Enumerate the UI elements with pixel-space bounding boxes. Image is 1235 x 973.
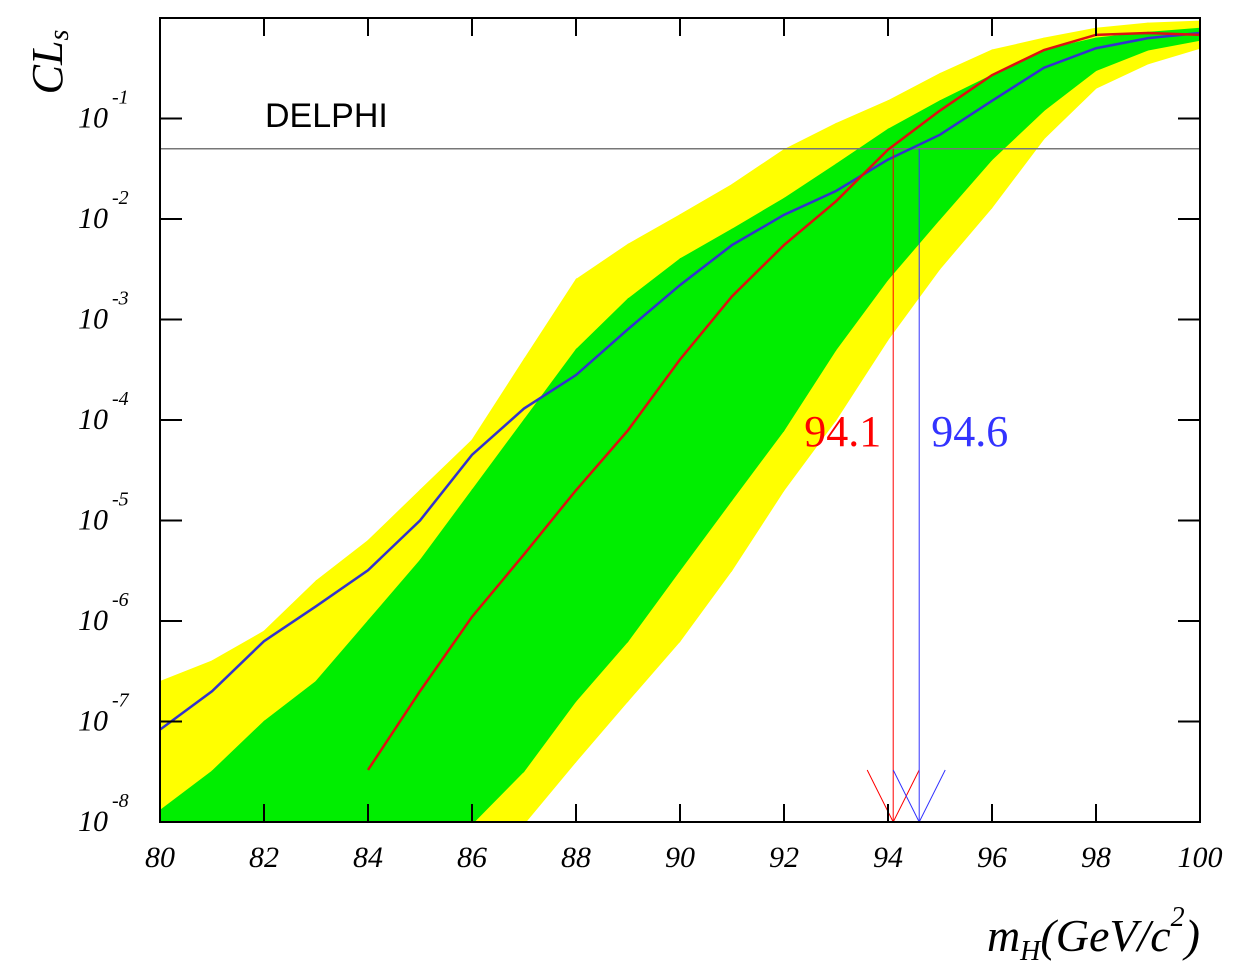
x-tick-label: 90: [665, 841, 695, 874]
y-tick-exponent: -2: [112, 187, 129, 209]
band-segment: [263, 680, 317, 822]
x-axis-label-part: ): [1182, 910, 1200, 961]
y-tick-exponent: -4: [112, 388, 129, 410]
x-tick-label: 86: [457, 841, 487, 874]
y-tick-label: 10-1: [78, 86, 129, 134]
band-segment: [367, 559, 421, 822]
y-tick-exponent: -1: [112, 86, 129, 108]
x-tick-label: 82: [249, 841, 279, 874]
x-tick-label: 92: [769, 841, 799, 874]
y-tick-label: 10-4: [78, 388, 129, 436]
band-segment: [523, 348, 577, 773]
y-tick-label: 10-3: [78, 287, 129, 335]
y-tick-exponent: -3: [112, 287, 129, 309]
y-axis-label-main: CL: [23, 41, 72, 95]
y-tick-label: 10-5: [78, 488, 129, 536]
y-tick-base: 10: [78, 202, 108, 235]
y-tick-base: 10: [78, 101, 108, 134]
x-tick-label: 94: [873, 841, 903, 874]
band-segment: [211, 720, 265, 822]
y-tick-base: 10: [78, 805, 108, 838]
y-tick-base: 10: [78, 503, 108, 536]
y-tick-label: 10-8: [78, 790, 129, 838]
bands: [160, 20, 1200, 822]
x-axis-label-sub: H: [1019, 936, 1042, 967]
x-tick-label: 80: [145, 841, 175, 874]
x-axis-label-part: m: [987, 910, 1020, 961]
y-tick-base: 10: [78, 302, 108, 335]
y-axis-label: CLs: [23, 30, 75, 95]
x-tick-label: 96: [977, 841, 1007, 874]
band-segment: [471, 418, 525, 822]
y-tick-exponent: -6: [112, 589, 129, 611]
limit-label: 94.1: [804, 407, 881, 456]
y-tick-base: 10: [78, 604, 108, 637]
x-axis-label: mH(GeV/c2): [987, 902, 1200, 967]
x-tick-label: 84: [353, 841, 383, 874]
y-axis-label-sub: s: [44, 30, 75, 41]
x-tick-label: 88: [561, 841, 591, 874]
y-tick-exponent: -7: [112, 689, 130, 711]
band-segment: [160, 770, 213, 822]
y-tick-label: 10-7: [78, 689, 130, 737]
y-tick-label: 10-2: [78, 187, 129, 235]
y-tick-exponent: -8: [112, 790, 129, 812]
y-tick-base: 10: [78, 704, 108, 737]
x-tick-label: 98: [1081, 841, 1111, 874]
y-tick-exponent: -5: [112, 488, 129, 510]
lines: [160, 31, 1200, 771]
x-axis-label-sup: 2: [1171, 902, 1185, 933]
series-line: [160, 31, 1200, 731]
x-axis-label-part: (GeV/c: [1040, 910, 1170, 961]
y-tick-label: 10-6: [78, 589, 129, 637]
band-segment: [315, 619, 369, 822]
x-tick-label: 100: [1178, 841, 1223, 874]
band-segment: [575, 297, 629, 703]
limit-label: 94.6: [931, 407, 1008, 456]
series-line: [366, 31, 1200, 771]
y-tick-base: 10: [78, 403, 108, 436]
experiment-label: DELPHI: [265, 97, 388, 135]
